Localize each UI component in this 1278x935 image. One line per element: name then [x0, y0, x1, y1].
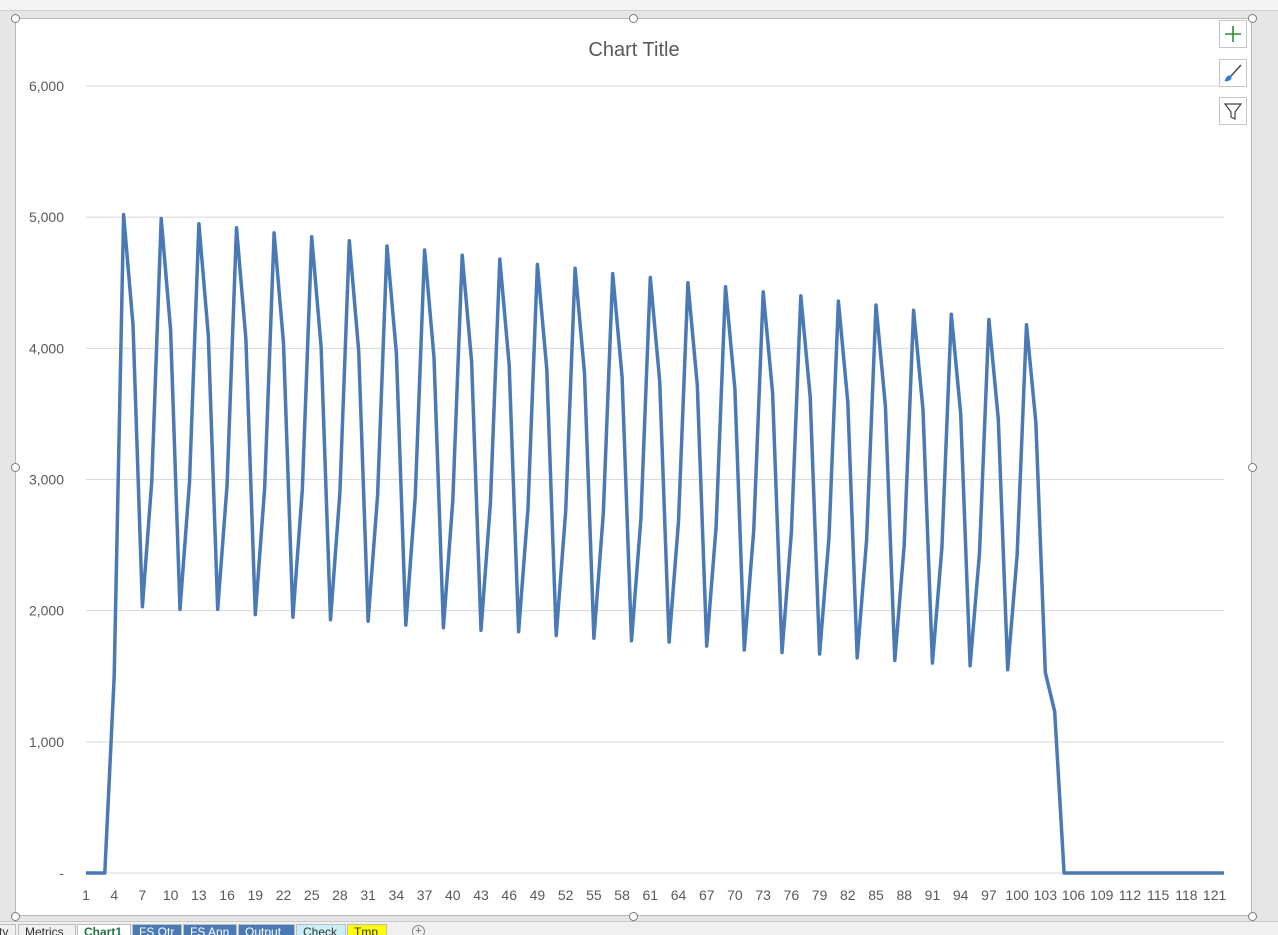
- resize-handle-bottom-right[interactable]: [1248, 912, 1257, 921]
- sheet-tab-metrics[interactable]: Metrics: [18, 924, 76, 935]
- top-bar: [0, 0, 1278, 11]
- y-tick-label: 5,000: [29, 209, 64, 225]
- y-tick-label: 1,000: [29, 734, 64, 750]
- sheet-tab[interactable]: ty: [0, 924, 16, 935]
- resize-handle-top-right[interactable]: [1248, 14, 1257, 23]
- sheet-tab-fs-ann[interactable]: FS Ann: [183, 924, 237, 935]
- y-tick-label: -: [59, 865, 64, 881]
- x-tick-label: 40: [445, 887, 461, 903]
- brush-icon: [1224, 64, 1242, 82]
- add-sheet-icon[interactable]: +: [412, 925, 425, 935]
- x-tick-label: 46: [501, 887, 517, 903]
- x-tick-label: 103: [1034, 887, 1058, 903]
- x-tick-label: 58: [614, 887, 630, 903]
- y-tick-label: 2,000: [29, 603, 64, 619]
- chart-styles-button[interactable]: [1219, 59, 1247, 87]
- sheet-tab-chart1[interactable]: Chart1: [77, 924, 131, 935]
- x-tick-label: 85: [868, 887, 884, 903]
- resize-handle-top-center[interactable]: [629, 14, 638, 23]
- y-tick-label: 6,000: [29, 78, 64, 94]
- x-tick-label: 52: [558, 887, 574, 903]
- x-tick-label: 76: [784, 887, 800, 903]
- x-tick-label: 91: [925, 887, 941, 903]
- x-tick-label: 94: [953, 887, 969, 903]
- x-tick-label: 109: [1090, 887, 1114, 903]
- sheet-tab-bar: ty Metrics Chart1 FS Qtr FS Ann Output C…: [0, 921, 1278, 935]
- x-tick-label: 79: [812, 887, 828, 903]
- gridlines: [86, 85, 1224, 874]
- x-tick-label: 112: [1119, 887, 1142, 903]
- resize-handle-middle-right[interactable]: [1248, 463, 1257, 472]
- y-tick-label: 4,000: [29, 340, 64, 356]
- y-tick-label: 3,000: [29, 472, 64, 488]
- x-tick-label: 16: [219, 887, 235, 903]
- x-tick-label: 118: [1175, 887, 1198, 903]
- sheet-tab-output[interactable]: Output: [238, 924, 295, 935]
- y-axis-ticks: - 1,000 2,000 3,000 4,000 5,000 6,000: [29, 78, 64, 881]
- x-tick-label: 82: [840, 887, 856, 903]
- chart-area[interactable]: [15, 18, 1252, 916]
- sheet-tab-check[interactable]: Check: [296, 924, 346, 935]
- chart-elements-button[interactable]: [1219, 20, 1247, 48]
- x-tick-label: 88: [896, 887, 912, 903]
- x-tick-label: 43: [473, 887, 489, 903]
- x-tick-label: 13: [191, 887, 207, 903]
- x-tick-label: 73: [755, 887, 771, 903]
- chart-filters-button[interactable]: [1219, 97, 1247, 125]
- x-tick-label: 70: [727, 887, 743, 903]
- x-tick-label: 19: [248, 887, 264, 903]
- x-tick-label: 1: [82, 887, 90, 903]
- filter-icon: [1223, 103, 1243, 120]
- series-line[interactable]: [86, 212, 1224, 875]
- resize-handle-bottom-left[interactable]: [11, 912, 20, 921]
- x-tick-label: 4: [110, 887, 118, 903]
- x-tick-label: 22: [276, 887, 292, 903]
- x-tick-label: 25: [304, 887, 320, 903]
- resize-handle-middle-left[interactable]: [11, 463, 20, 472]
- x-tick-label: 61: [643, 887, 659, 903]
- resize-handle-top-left[interactable]: [11, 14, 20, 23]
- chart-title[interactable]: Chart Title: [588, 39, 679, 61]
- plus-icon: [1225, 26, 1241, 42]
- x-tick-label: 106: [1062, 887, 1086, 903]
- sheet-tab-tmp[interactable]: Tmp: [347, 924, 387, 935]
- x-tick-label: 28: [332, 887, 348, 903]
- x-axis-ticks: 1 4 7 10 13 16 19 22 25 28 31 34 37 40 43 46 49 52 55 58 61 6…: [82, 887, 1226, 903]
- x-tick-label: 67: [699, 887, 715, 903]
- x-tick-label: 10: [163, 887, 179, 903]
- sheet-tab-fs-qtr[interactable]: FS Qtr: [132, 924, 182, 935]
- series-group: [86, 212, 1224, 875]
- x-tick-label: 7: [139, 887, 147, 903]
- x-tick-label: 49: [530, 887, 546, 903]
- resize-handle-bottom-center[interactable]: [629, 912, 638, 921]
- x-tick-label: 115: [1147, 887, 1170, 903]
- x-tick-label: 64: [671, 887, 687, 903]
- x-tick-label: 97: [981, 887, 997, 903]
- x-tick-label: 121: [1203, 887, 1227, 903]
- x-tick-label: 55: [586, 887, 602, 903]
- x-tick-label: 100: [1005, 887, 1029, 903]
- x-tick-label: 34: [389, 887, 405, 903]
- x-tick-label: 31: [360, 887, 376, 903]
- x-tick-label: 37: [417, 887, 433, 903]
